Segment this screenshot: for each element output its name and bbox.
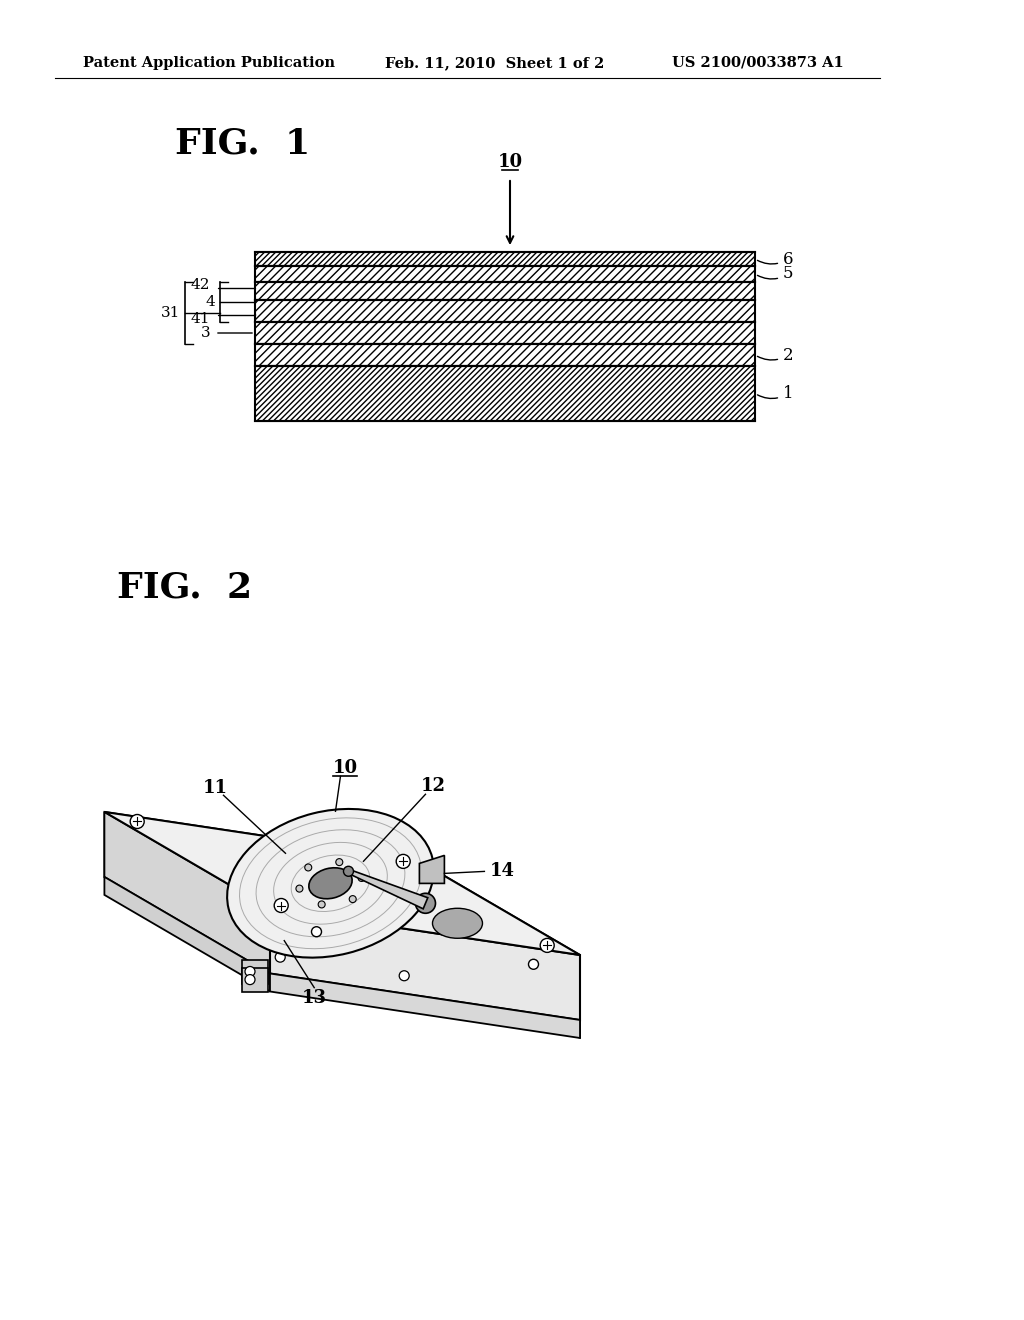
Circle shape [396, 854, 411, 869]
Circle shape [275, 952, 286, 962]
Text: 13: 13 [302, 989, 327, 1007]
Circle shape [399, 970, 410, 981]
Polygon shape [242, 960, 268, 983]
Text: FIG.  1: FIG. 1 [175, 125, 310, 160]
Text: US 2100/0033873 A1: US 2100/0033873 A1 [672, 55, 844, 70]
Text: 6: 6 [758, 251, 794, 268]
Circle shape [416, 894, 435, 913]
Polygon shape [415, 858, 580, 1020]
Circle shape [311, 927, 322, 937]
Bar [255, 322, 755, 345]
Text: 10: 10 [498, 153, 522, 172]
Text: 1: 1 [758, 385, 794, 403]
Circle shape [336, 858, 343, 866]
Circle shape [274, 899, 288, 912]
Ellipse shape [432, 908, 482, 939]
Bar [255, 366, 755, 421]
Text: 12: 12 [421, 777, 446, 795]
Bar [255, 282, 755, 300]
Circle shape [245, 966, 255, 977]
Text: 31: 31 [161, 306, 180, 319]
Text: 4: 4 [205, 294, 215, 309]
Bar [255, 252, 755, 267]
Polygon shape [348, 870, 428, 909]
Circle shape [296, 886, 303, 892]
Circle shape [349, 895, 356, 903]
Text: 42: 42 [190, 279, 210, 292]
Circle shape [245, 974, 255, 985]
Polygon shape [104, 812, 580, 954]
Ellipse shape [227, 809, 434, 957]
Text: Feb. 11, 2010  Sheet 1 of 2: Feb. 11, 2010 Sheet 1 of 2 [385, 55, 604, 70]
Circle shape [343, 866, 353, 876]
Circle shape [541, 939, 554, 953]
Text: Patent Application Publication: Patent Application Publication [83, 55, 335, 70]
Text: 2: 2 [758, 346, 794, 363]
Polygon shape [415, 924, 580, 1038]
Text: 11: 11 [203, 779, 228, 797]
Bar [255, 267, 755, 282]
Circle shape [318, 902, 326, 908]
Polygon shape [270, 974, 580, 1038]
Circle shape [358, 874, 365, 882]
Circle shape [130, 814, 144, 829]
Ellipse shape [309, 867, 352, 899]
Circle shape [278, 925, 291, 940]
Text: 3: 3 [201, 326, 210, 341]
Text: 10: 10 [333, 759, 358, 777]
Circle shape [528, 960, 539, 969]
Circle shape [305, 865, 311, 871]
Polygon shape [104, 812, 415, 924]
Polygon shape [270, 908, 580, 1020]
Polygon shape [104, 812, 270, 974]
Polygon shape [420, 855, 444, 883]
Text: 14: 14 [489, 862, 514, 880]
Bar [255, 345, 755, 366]
Text: 5: 5 [758, 265, 794, 282]
Text: 41: 41 [190, 312, 210, 326]
Bar [255, 300, 755, 322]
Text: FIG.  2: FIG. 2 [117, 570, 252, 605]
Polygon shape [104, 876, 270, 991]
Polygon shape [242, 968, 268, 991]
